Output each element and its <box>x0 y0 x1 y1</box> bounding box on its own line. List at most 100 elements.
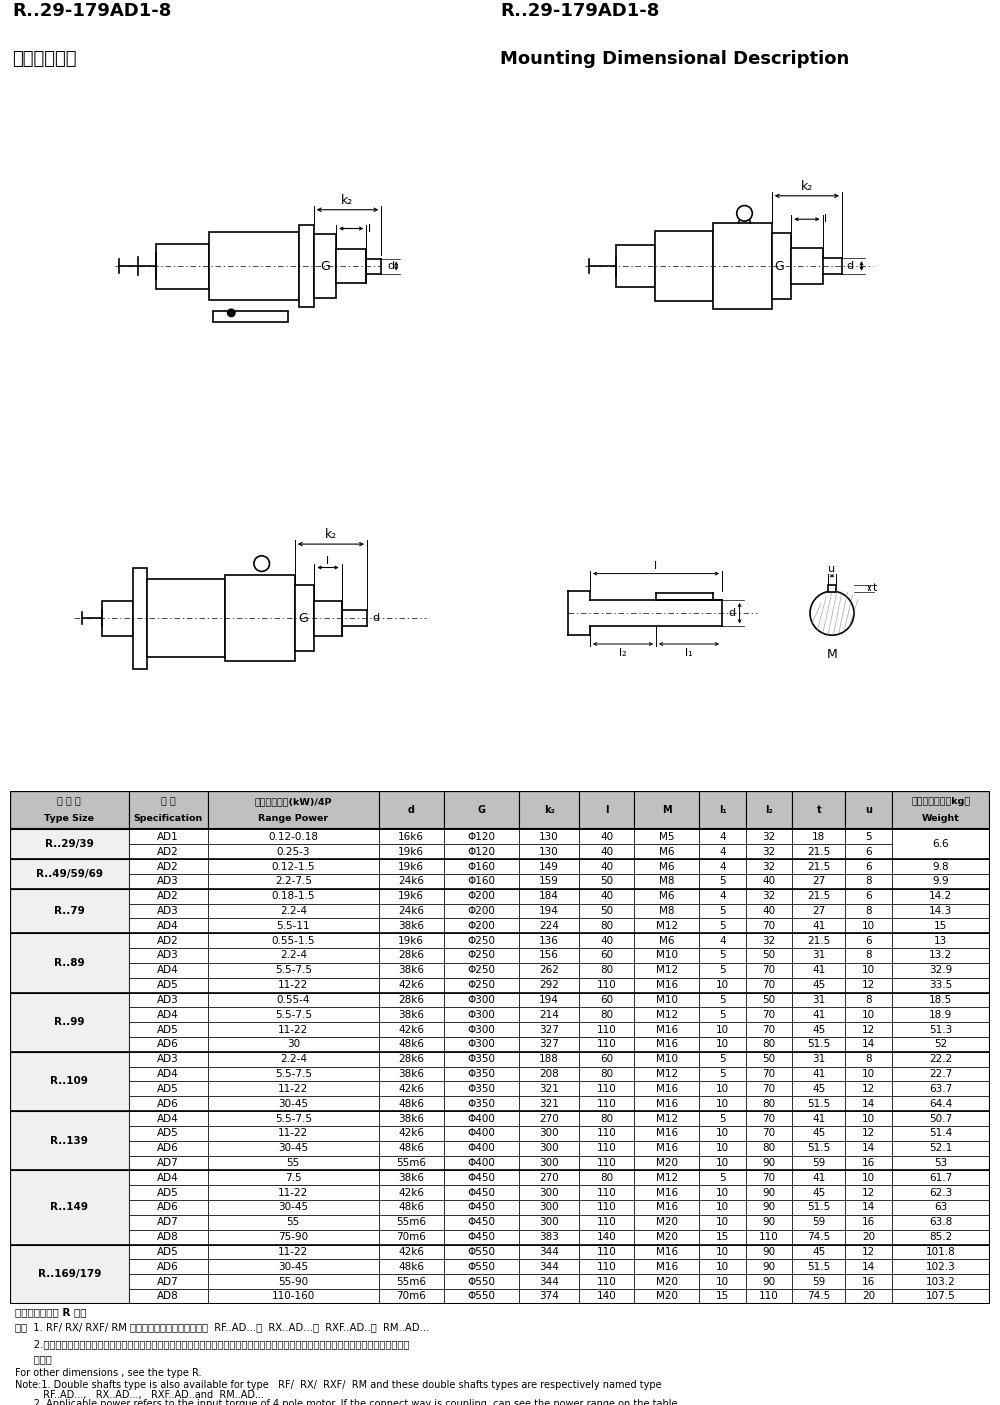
Text: k₂: k₂ <box>341 194 354 207</box>
Text: AD6: AD6 <box>157 1144 179 1154</box>
Bar <box>519 1141 579 1155</box>
Bar <box>634 919 699 933</box>
Bar <box>699 1096 746 1111</box>
Bar <box>379 962 444 978</box>
Text: AD6: AD6 <box>157 1262 179 1272</box>
Bar <box>208 1170 379 1186</box>
Bar <box>444 1066 519 1082</box>
Bar <box>444 1037 519 1052</box>
Text: 28k6: 28k6 <box>398 995 424 1005</box>
Text: 70: 70 <box>762 1128 775 1138</box>
Text: 110: 110 <box>597 1217 617 1228</box>
Text: 70m6: 70m6 <box>396 1232 426 1242</box>
Bar <box>208 1007 379 1023</box>
Bar <box>634 829 699 844</box>
Bar <box>10 1245 129 1304</box>
Text: R..169/179: R..169/179 <box>38 1269 101 1279</box>
Text: 90: 90 <box>762 1262 775 1272</box>
Bar <box>519 791 579 829</box>
Bar <box>845 874 892 889</box>
Bar <box>892 1259 990 1274</box>
Bar <box>444 1082 519 1096</box>
Text: 10: 10 <box>716 1099 729 1109</box>
Text: M12: M12 <box>656 920 678 932</box>
Text: 136: 136 <box>539 936 559 946</box>
Bar <box>129 1229 208 1245</box>
Bar <box>892 1082 990 1096</box>
Text: 注：  1. RF/ RX/ RXF/ RM 也可采用双轴型，并分别记为  RF..AD...、  RX..AD...、  RXF..AD..和  RM..AD: 注： 1. RF/ RX/ RXF/ RM 也可采用双轴型，并分别记为 RF..… <box>15 1322 429 1332</box>
Bar <box>208 844 379 858</box>
Text: 110: 110 <box>597 1099 617 1109</box>
Text: d: d <box>373 613 380 624</box>
Bar <box>845 1155 892 1170</box>
Text: 50: 50 <box>762 1054 775 1064</box>
Text: M12: M12 <box>656 1010 678 1020</box>
Text: Φ200: Φ200 <box>467 906 495 916</box>
Text: 107.5: 107.5 <box>926 1291 956 1301</box>
Text: 80: 80 <box>762 1144 775 1154</box>
Text: AD4: AD4 <box>157 1173 179 1183</box>
Bar <box>10 1111 129 1170</box>
Bar <box>655 230 713 301</box>
Text: 110: 110 <box>597 1144 617 1154</box>
Text: 70m6: 70m6 <box>396 1291 426 1301</box>
Bar <box>634 1037 699 1052</box>
Text: 5: 5 <box>719 1069 726 1079</box>
Text: 48k6: 48k6 <box>398 1144 424 1154</box>
Text: M12: M12 <box>656 1173 678 1183</box>
Text: Φ450: Φ450 <box>467 1173 495 1183</box>
Text: M12: M12 <box>656 1114 678 1124</box>
Bar <box>892 933 990 948</box>
Bar <box>129 1170 208 1186</box>
Bar <box>444 791 519 829</box>
Bar <box>379 1200 444 1215</box>
Text: 10: 10 <box>716 1248 729 1257</box>
Bar <box>634 1288 699 1304</box>
Text: 30-45: 30-45 <box>278 1203 308 1213</box>
Bar <box>845 1141 892 1155</box>
Bar <box>379 1037 444 1052</box>
Text: Φ450: Φ450 <box>467 1187 495 1197</box>
Bar <box>379 1023 444 1037</box>
Bar <box>129 1186 208 1200</box>
Text: 80: 80 <box>600 1069 614 1079</box>
Text: 140: 140 <box>597 1232 617 1242</box>
Bar <box>10 791 129 829</box>
Bar <box>746 1288 792 1304</box>
Text: 59: 59 <box>812 1277 825 1287</box>
Bar <box>519 1037 579 1052</box>
Bar <box>746 1125 792 1141</box>
Text: 12: 12 <box>862 1128 875 1138</box>
Bar <box>579 1274 634 1288</box>
Text: 63: 63 <box>934 1203 947 1213</box>
Text: 6.6: 6.6 <box>933 839 949 849</box>
Bar <box>579 1229 634 1245</box>
Text: Φ160: Φ160 <box>467 877 495 887</box>
Text: M16: M16 <box>656 1144 678 1154</box>
Bar <box>699 903 746 919</box>
Text: 292: 292 <box>539 981 559 991</box>
Bar <box>208 1037 379 1052</box>
Bar <box>746 1274 792 1288</box>
Text: 6: 6 <box>865 847 872 857</box>
Text: 21.5: 21.5 <box>807 847 830 857</box>
Bar <box>845 1186 892 1200</box>
Bar <box>129 1155 208 1170</box>
Text: 40: 40 <box>600 847 614 857</box>
Text: R..79: R..79 <box>54 906 85 916</box>
Bar <box>10 791 990 829</box>
Bar <box>699 829 746 844</box>
Text: 51.4: 51.4 <box>929 1128 952 1138</box>
Bar <box>792 1037 845 1052</box>
Bar <box>579 1096 634 1111</box>
Bar <box>129 1037 208 1052</box>
Bar <box>579 791 634 829</box>
Text: 32: 32 <box>762 891 775 901</box>
Bar <box>892 978 990 992</box>
Text: 27: 27 <box>812 877 825 887</box>
Text: R..29-179AD1-8: R..29-179AD1-8 <box>500 1 659 20</box>
Text: M20: M20 <box>656 1277 678 1287</box>
Text: 12: 12 <box>862 981 875 991</box>
Bar <box>616 244 655 288</box>
Text: Φ120: Φ120 <box>467 832 495 842</box>
